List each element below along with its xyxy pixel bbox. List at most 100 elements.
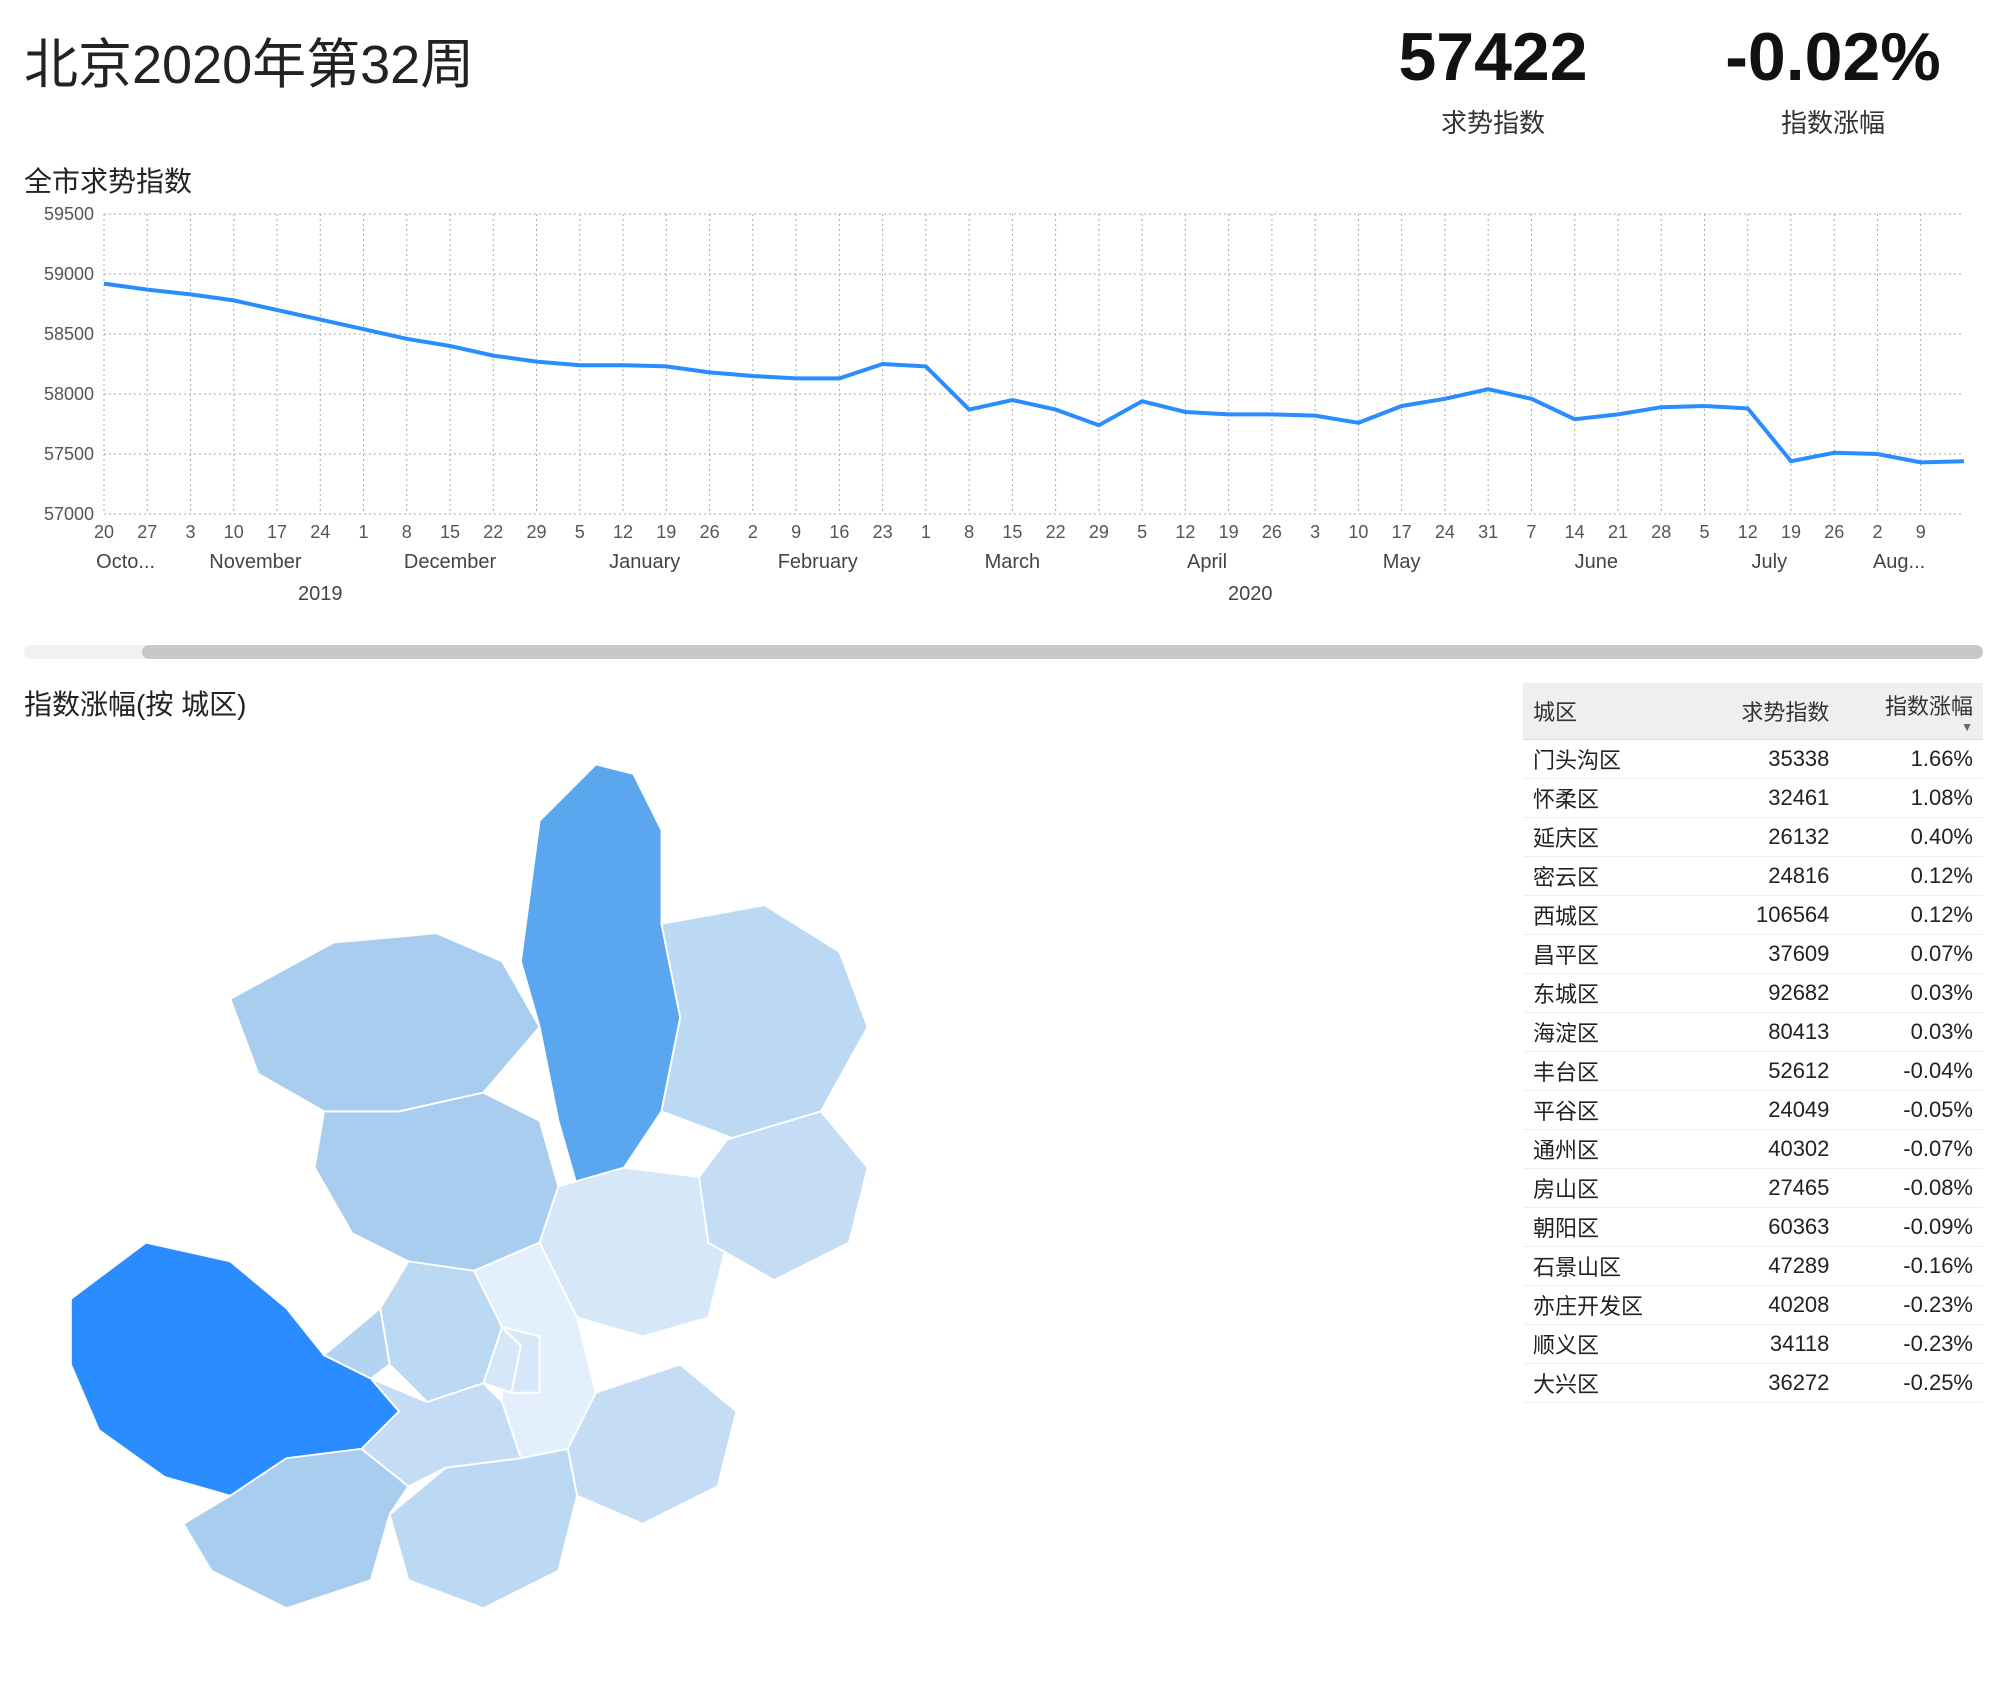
table-cell: 怀柔区 [1523,778,1696,817]
table-cell: -0.23% [1839,1285,1983,1324]
svg-text:2020: 2020 [1228,583,1273,605]
svg-text:7: 7 [1526,522,1536,542]
district-延庆区[interactable] [230,933,539,1111]
svg-text:10: 10 [224,522,244,542]
district-table[interactable]: 城区求势指数指数涨幅▼ 门头沟区353381.66%怀柔区324611.08%延… [1523,683,1983,1403]
table-row[interactable]: 石景山区47289-0.16% [1523,1246,1983,1285]
district-昌平区[interactable] [315,1092,559,1270]
line-chart[interactable]: 5700057500580005850059000595002027310172… [24,204,1984,634]
table-row[interactable]: 门头沟区353381.66% [1523,739,1983,778]
svg-text:9: 9 [791,522,801,542]
table-cell: 1.08% [1839,778,1983,817]
table-cell: 海淀区 [1523,1012,1696,1051]
kpi-change: -0.02% 指数涨幅 [1683,20,1983,140]
svg-text:15: 15 [440,522,460,542]
table-row[interactable]: 朝阳区60363-0.09% [1523,1207,1983,1246]
table-row[interactable]: 怀柔区324611.08% [1523,778,1983,817]
district-密云区[interactable] [662,905,868,1139]
svg-text:20: 20 [94,522,114,542]
svg-text:3: 3 [1310,522,1320,542]
table-cell: 34118 [1696,1324,1840,1363]
table-cell: 延庆区 [1523,817,1696,856]
table-cell: 47289 [1696,1246,1840,1285]
table-row[interactable]: 丰台区52612-0.04% [1523,1051,1983,1090]
col-header[interactable]: 城区 [1523,683,1696,740]
svg-text:February: February [778,551,858,573]
chart-scrollbar[interactable] [24,645,1983,659]
table-cell: -0.16% [1839,1246,1983,1285]
table-cell: 西城区 [1523,895,1696,934]
table-row[interactable]: 延庆区261320.40% [1523,817,1983,856]
svg-text:22: 22 [483,522,503,542]
svg-text:58000: 58000 [44,384,94,404]
svg-text:Aug...: Aug... [1873,551,1925,573]
svg-text:57000: 57000 [44,504,94,524]
table-cell: 昌平区 [1523,934,1696,973]
table-cell: 40208 [1696,1285,1840,1324]
table-cell: 0.07% [1839,934,1983,973]
table-row[interactable]: 通州区40302-0.07% [1523,1129,1983,1168]
svg-text:8: 8 [402,522,412,542]
svg-text:December: December [404,551,497,573]
table-cell: 1.66% [1839,739,1983,778]
table-cell: -0.23% [1839,1324,1983,1363]
table-row[interactable]: 平谷区24049-0.05% [1523,1090,1983,1129]
table-cell: 0.12% [1839,856,1983,895]
table-cell: 大兴区 [1523,1363,1696,1402]
table-cell: -0.05% [1839,1090,1983,1129]
table-cell: 石景山区 [1523,1246,1696,1285]
table-row[interactable]: 东城区926820.03% [1523,973,1983,1012]
svg-text:24: 24 [310,522,330,542]
table-cell: 0.40% [1839,817,1983,856]
table-row[interactable]: 大兴区36272-0.25% [1523,1363,1983,1402]
svg-text:58500: 58500 [44,324,94,344]
table-cell: 106564 [1696,895,1840,934]
table-row[interactable]: 密云区248160.12% [1523,856,1983,895]
svg-text:14: 14 [1565,522,1585,542]
table-row[interactable]: 房山区27465-0.08% [1523,1168,1983,1207]
table-row[interactable]: 西城区1065640.12% [1523,895,1983,934]
table-cell: 0.12% [1839,895,1983,934]
svg-text:8: 8 [964,522,974,542]
svg-text:12: 12 [613,522,633,542]
svg-text:January: January [609,551,680,573]
table-cell: 丰台区 [1523,1051,1696,1090]
svg-text:2019: 2019 [298,583,343,605]
table-row[interactable]: 顺义区34118-0.23% [1523,1324,1983,1363]
table-cell: 通州区 [1523,1129,1696,1168]
district-怀柔区[interactable] [521,764,680,1186]
table-cell: 门头沟区 [1523,739,1696,778]
table-cell: 32461 [1696,778,1840,817]
svg-text:26: 26 [1262,522,1282,542]
table-cell: 37609 [1696,934,1840,973]
svg-text:15: 15 [1002,522,1022,542]
table-cell: 东城区 [1523,973,1696,1012]
svg-text:17: 17 [1392,522,1412,542]
svg-text:April: April [1187,551,1227,573]
lower-row: 指数涨幅(按 城区) 城区求势指数指数涨幅▼ 门头沟区353381.66%怀柔区… [24,683,1983,1670]
col-header[interactable]: 求势指数 [1696,683,1840,740]
svg-text:31: 31 [1478,522,1498,542]
kpi-index: 57422 求势指数 [1343,20,1643,140]
kpi-change-value: -0.02% [1683,20,1983,95]
svg-text:May: May [1383,551,1421,573]
table-row[interactable]: 昌平区376090.07% [1523,934,1983,973]
table-cell: 顺义区 [1523,1324,1696,1363]
choropleth-map[interactable] [24,727,924,1665]
svg-text:5: 5 [1137,522,1147,542]
table-row[interactable]: 亦庄开发区40208-0.23% [1523,1285,1983,1324]
table-cell: -0.07% [1839,1129,1983,1168]
col-header[interactable]: 指数涨幅▼ [1839,683,1983,740]
chart-scrollbar-thumb[interactable] [142,645,1983,659]
table-cell: 27465 [1696,1168,1840,1207]
table-cell: 0.03% [1839,973,1983,1012]
table-cell: 平谷区 [1523,1090,1696,1129]
svg-text:16: 16 [829,522,849,542]
svg-text:1: 1 [921,522,931,542]
svg-text:29: 29 [527,522,547,542]
table-cell: -0.04% [1839,1051,1983,1090]
svg-text:24: 24 [1435,522,1455,542]
table-cell: 80413 [1696,1012,1840,1051]
table-row[interactable]: 海淀区804130.03% [1523,1012,1983,1051]
district-table-panel: 城区求势指数指数涨幅▼ 门头沟区353381.66%怀柔区324611.08%延… [1523,683,1983,1403]
